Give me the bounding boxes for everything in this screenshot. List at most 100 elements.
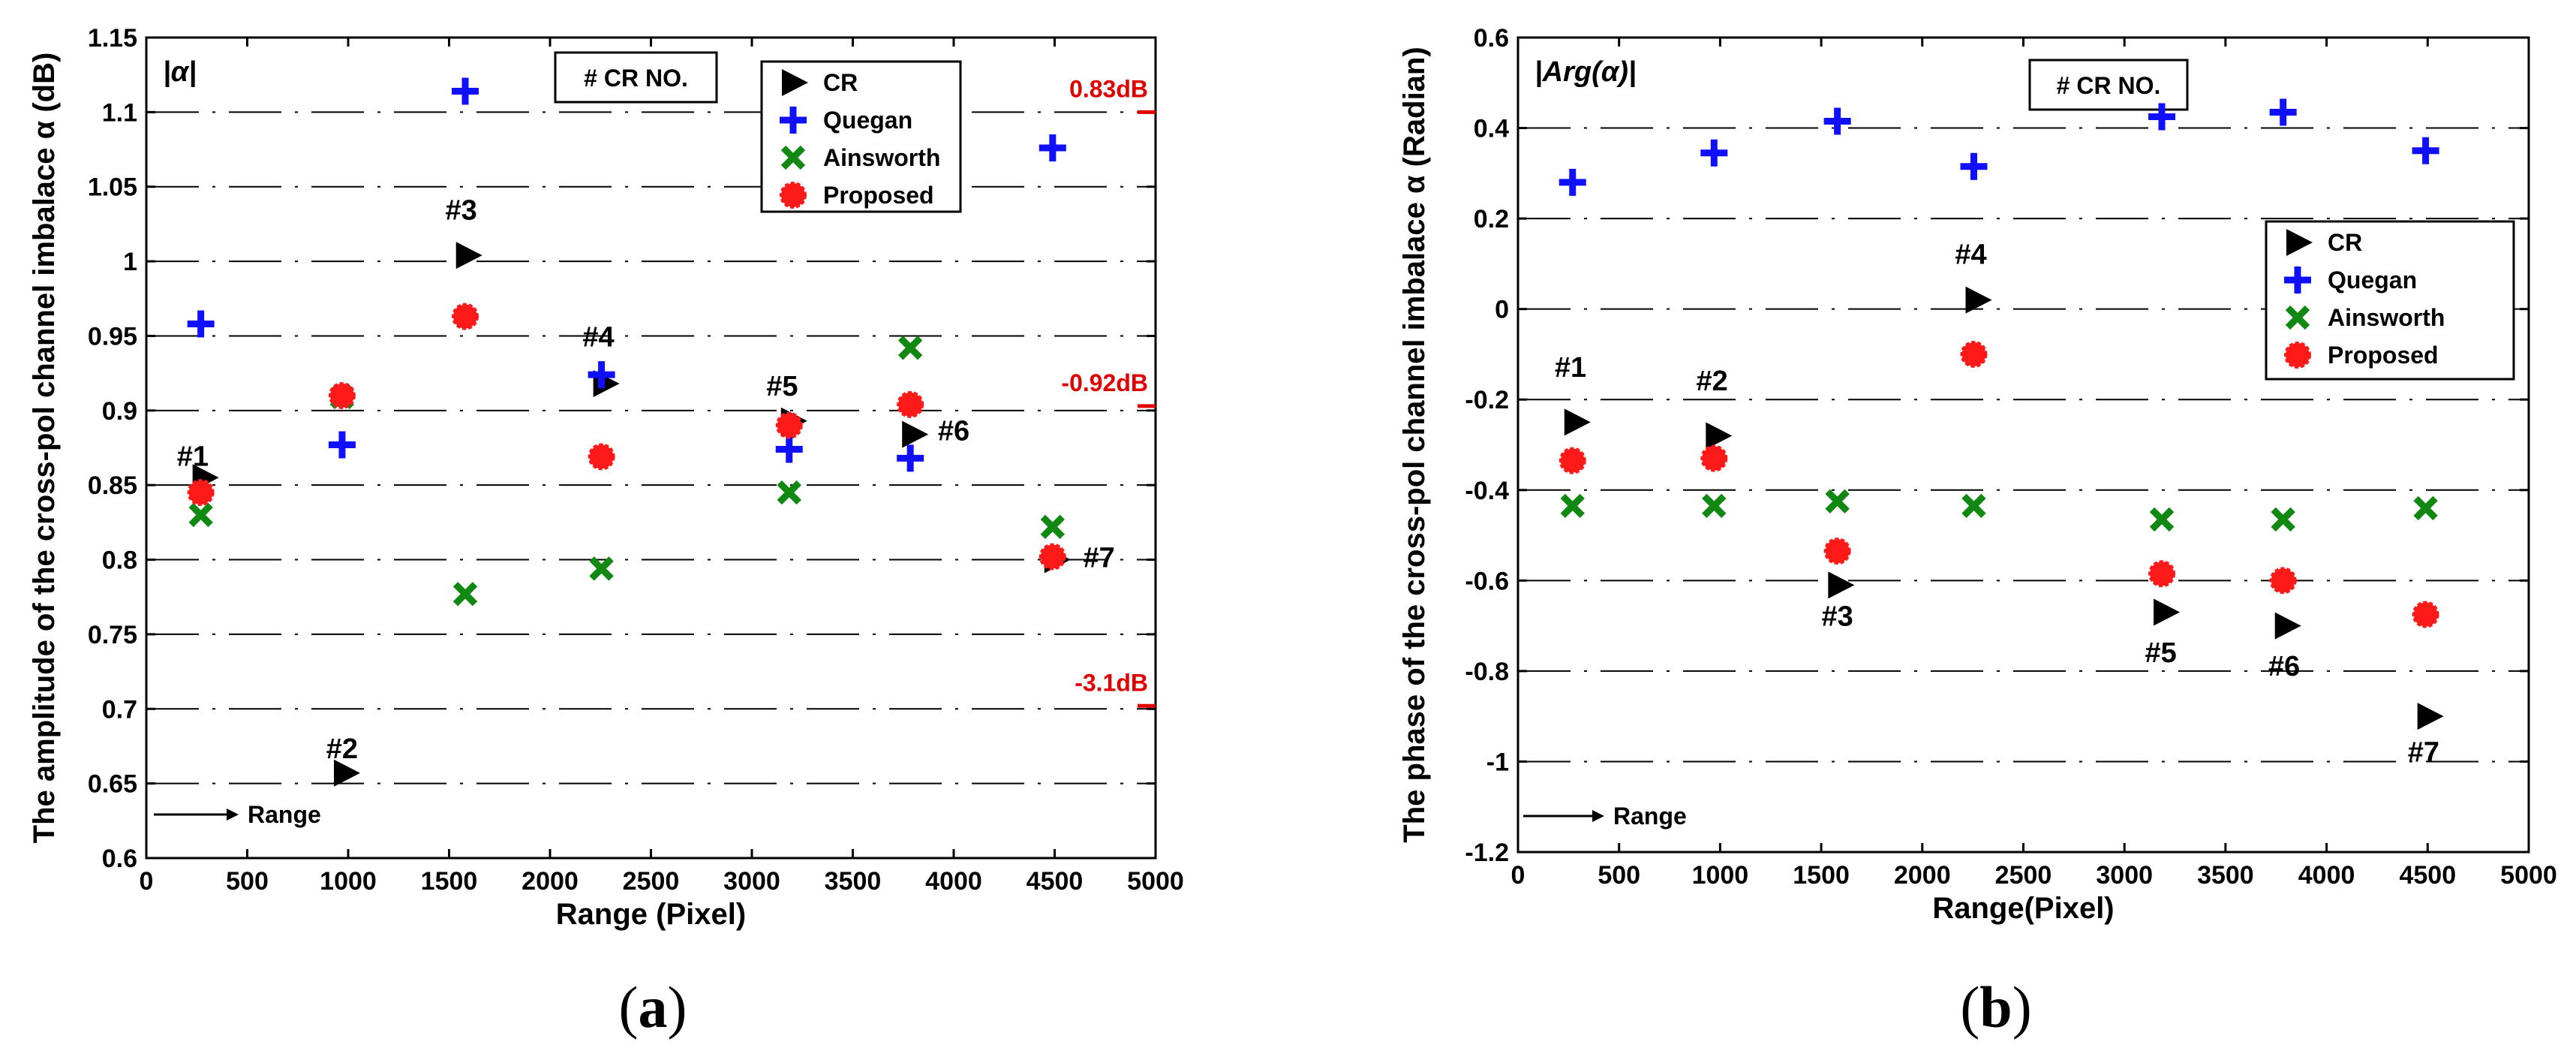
x-tick-label: 3500: [2197, 861, 2254, 890]
point-proposed-1: [187, 479, 215, 507]
x-tick-label: 3500: [825, 867, 882, 896]
legend-marker-cr: [782, 69, 808, 96]
panel-caption: (a): [619, 974, 687, 1040]
y-tick-label: 0.7: [102, 695, 137, 724]
y-tick-label: 0: [1495, 296, 1509, 324]
point-quegan-1: [187, 310, 215, 338]
point-cr-2: [333, 759, 360, 787]
y-tick-label: 0.65: [88, 770, 137, 799]
plot-title: |α|: [163, 56, 197, 88]
y-tick-label: -0.2: [1465, 386, 1509, 414]
cr-annotation: #7: [2408, 736, 2439, 768]
y-tick-label: -1: [1486, 748, 1509, 776]
legend-marker-quegan: [2284, 267, 2311, 294]
point-proposed-1: [1559, 447, 1586, 474]
y-tick-label: 1.1: [102, 98, 137, 127]
db-mark-label: -3.1dB: [1075, 669, 1148, 696]
range-label: Range: [1613, 803, 1687, 830]
series-proposed: [1559, 340, 2439, 628]
y-axis-label: The phase of the cross-pol channel imbal…: [1398, 47, 1431, 842]
caption-open-paren: (: [619, 974, 639, 1040]
point-proposed-6: [2269, 567, 2297, 595]
cr-annotation: #6: [2268, 651, 2300, 682]
db-mark-label: 0.83dB: [1069, 75, 1148, 102]
plot-title: |Arg(α)|: [1534, 56, 1637, 88]
range-arrow-head: [227, 809, 239, 821]
legend: CR Quegan Ainsworth Proposed: [760, 60, 962, 213]
point-ainsworth-7: [1040, 514, 1065, 540]
point-proposed-5: [2148, 560, 2176, 588]
legend-label-proposed: Proposed: [2328, 342, 2439, 369]
y-tick-label: 1.05: [88, 173, 137, 202]
x-tick-label: 2000: [1894, 861, 1951, 890]
y-tick-label: 0.9: [102, 397, 137, 426]
legend-marker-cr: [2286, 229, 2313, 256]
y-tick-label: 1: [123, 248, 137, 276]
point-proposed-3: [452, 303, 479, 330]
point-ainsworth-1: [188, 502, 213, 528]
point-quegan-4: [1960, 152, 1988, 180]
db-mark-label: -0.92dB: [1061, 369, 1148, 396]
legend-label-proposed: Proposed: [823, 182, 934, 209]
y-tick-label: 0.8: [102, 547, 137, 575]
y-tick-label: 0.85: [88, 471, 137, 500]
point-ainsworth-6: [897, 336, 923, 360]
caption-close-paren: ): [668, 974, 687, 1040]
point-ainsworth-5: [777, 480, 801, 505]
legend-label-quegan: Quegan: [823, 107, 912, 134]
point-quegan-6: [897, 444, 924, 472]
point-ainsworth-5: [2149, 507, 2175, 532]
y-tick-label: -1.2: [1465, 839, 1509, 867]
legend-label-ainsworth: Ainsworth: [2328, 304, 2445, 331]
series-quegan: [1559, 98, 2439, 196]
caption-letter: a: [639, 974, 668, 1040]
x-tick-label: 3000: [2096, 861, 2153, 890]
x-tick-label: 1500: [421, 867, 478, 896]
point-ainsworth-4: [589, 556, 614, 581]
legend-marker-proposed: [780, 182, 807, 209]
point-quegan-7: [2412, 137, 2439, 164]
x-tick-label: 0: [140, 867, 154, 896]
x-axis-label: Range(Pixel): [1932, 892, 2114, 925]
legend-marker-proposed: [2284, 342, 2311, 369]
legend-label-ainsworth: Ainsworth: [823, 144, 940, 171]
x-tick-label: 1500: [1793, 861, 1850, 890]
point-quegan-4: [588, 361, 615, 389]
x-tick-label: 5000: [1127, 867, 1184, 896]
cr-annotation: #4: [1955, 239, 1986, 270]
y-tick-label: -0.6: [1465, 567, 1509, 595]
cr-annotation: #3: [1822, 601, 1853, 633]
range-label: Range: [248, 801, 321, 828]
y-tick-label: -0.8: [1465, 658, 1509, 686]
cr-number-box-label: # CR NO.: [584, 65, 688, 92]
point-quegan-5: [2148, 103, 2176, 131]
cr-annotation: #4: [582, 321, 614, 353]
y-tick-label: 0.2: [1474, 205, 1509, 233]
point-proposed-6: [897, 390, 924, 418]
y-tick-label: 1.15: [88, 24, 137, 53]
series-cr: [1564, 286, 2444, 730]
point-cr-5: [2154, 598, 2181, 626]
point-quegan-2: [328, 431, 356, 459]
point-proposed-7: [1039, 543, 1066, 571]
legend-label-cr: CR: [2328, 229, 2362, 256]
x-tick-label: 3000: [723, 867, 780, 896]
cr-annotation: #1: [177, 441, 209, 472]
caption-open-paren: (: [1960, 974, 1979, 1040]
x-tick-label: 1000: [320, 867, 377, 896]
cr-annotation: #3: [445, 194, 476, 226]
point-proposed-4: [1960, 340, 1988, 368]
point-cr-3: [455, 242, 482, 270]
x-tick-label: 1000: [1692, 861, 1749, 890]
point-cr-3: [1828, 571, 1855, 599]
cr-annotation: #6: [938, 416, 969, 447]
x-tick-label: 4500: [2399, 861, 2456, 890]
x-tick-label: 4000: [2298, 861, 2355, 890]
point-ainsworth-2: [1702, 493, 1727, 519]
point-cr-2: [1706, 422, 1733, 450]
y-axis-label: The amplitude of the cross-pol channel i…: [28, 53, 61, 844]
y-tick-label: 0.6: [1474, 24, 1509, 53]
cr-annotation: #5: [766, 371, 798, 402]
point-ainsworth-3: [452, 582, 478, 607]
y-tick-label: 0.6: [102, 845, 137, 873]
